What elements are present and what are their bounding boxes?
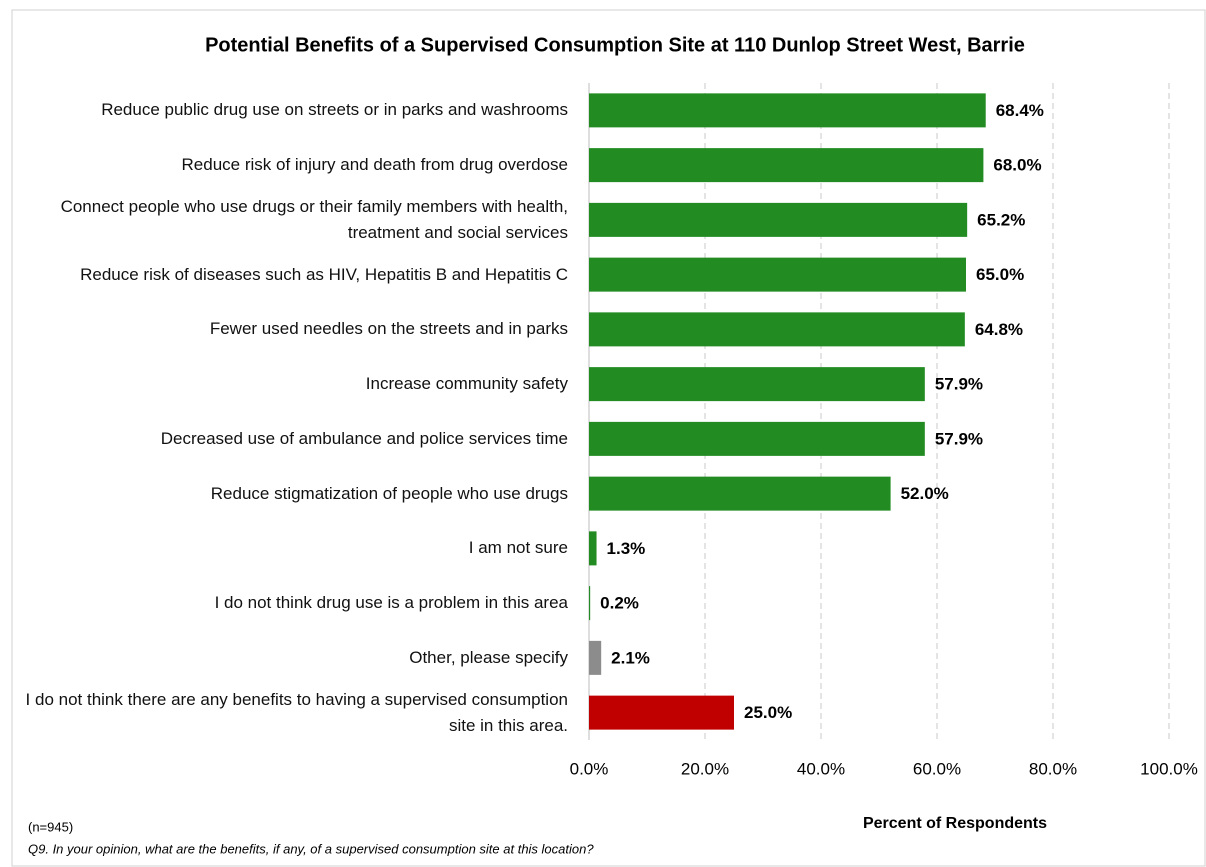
bar xyxy=(589,93,986,128)
data-label: 68.0% xyxy=(993,156,1041,175)
data-label: 2.1% xyxy=(611,648,650,667)
data-label: 57.9% xyxy=(935,429,983,448)
bar xyxy=(589,421,925,456)
data-label: 68.4% xyxy=(996,101,1044,120)
bar xyxy=(589,367,925,402)
y-tick-label: I do not think there are any benefits to… xyxy=(25,689,568,735)
y-tick-label: Connect people who use drugs or their fa… xyxy=(60,196,568,242)
bar xyxy=(589,476,891,511)
y-tick-label: Reduce public drug use on streets or in … xyxy=(101,100,568,120)
bar xyxy=(589,312,965,347)
chart-title: Potential Benefits of a Supervised Consu… xyxy=(205,34,1025,56)
y-tick-label: I do not think drug use is a problem in … xyxy=(214,593,568,613)
bar xyxy=(589,202,968,237)
y-tick-label: Reduce risk of diseases such as HIV, Hep… xyxy=(80,264,568,284)
data-label: 64.8% xyxy=(975,320,1023,339)
y-tick-label: Other, please specify xyxy=(409,647,568,667)
y-tick-label: Reduce stigmatization of people who use … xyxy=(210,483,568,503)
bar xyxy=(589,586,591,621)
data-label: 1.3% xyxy=(607,539,646,558)
x-axis-label: Percent of Respondents xyxy=(863,815,1047,832)
bar xyxy=(589,148,984,183)
chart-border xyxy=(11,9,1206,867)
bar xyxy=(589,640,602,675)
y-tick-label: Increase community safety xyxy=(365,374,568,394)
bar xyxy=(589,695,734,730)
data-label: 57.9% xyxy=(935,375,983,394)
x-tick-label: 20.0% xyxy=(681,759,729,778)
bar xyxy=(589,257,966,292)
bar xyxy=(589,531,597,566)
data-label: 0.2% xyxy=(600,594,639,613)
data-label: 25.0% xyxy=(744,703,792,722)
y-tick-label: I am not sure xyxy=(468,538,568,558)
x-tick-label: 100.0% xyxy=(1140,759,1198,778)
y-tick-label: Reduce risk of injury and death from dru… xyxy=(181,155,568,175)
y-tick-label: Fewer used needles on the streets and in… xyxy=(209,319,568,339)
data-label: 52.0% xyxy=(901,484,949,503)
x-tick-label: 0.0% xyxy=(570,759,609,778)
data-label: 65.2% xyxy=(977,210,1025,229)
x-tick-label: 40.0% xyxy=(797,759,845,778)
x-tick-label: 60.0% xyxy=(913,759,961,778)
x-tick-label: 80.0% xyxy=(1029,759,1077,778)
note: (n=945) xyxy=(28,819,73,834)
data-label: 65.0% xyxy=(976,265,1024,284)
note: Q9. In your opinion, what are the benefi… xyxy=(28,841,594,856)
y-tick-label: Decreased use of ambulance and police se… xyxy=(160,428,568,448)
